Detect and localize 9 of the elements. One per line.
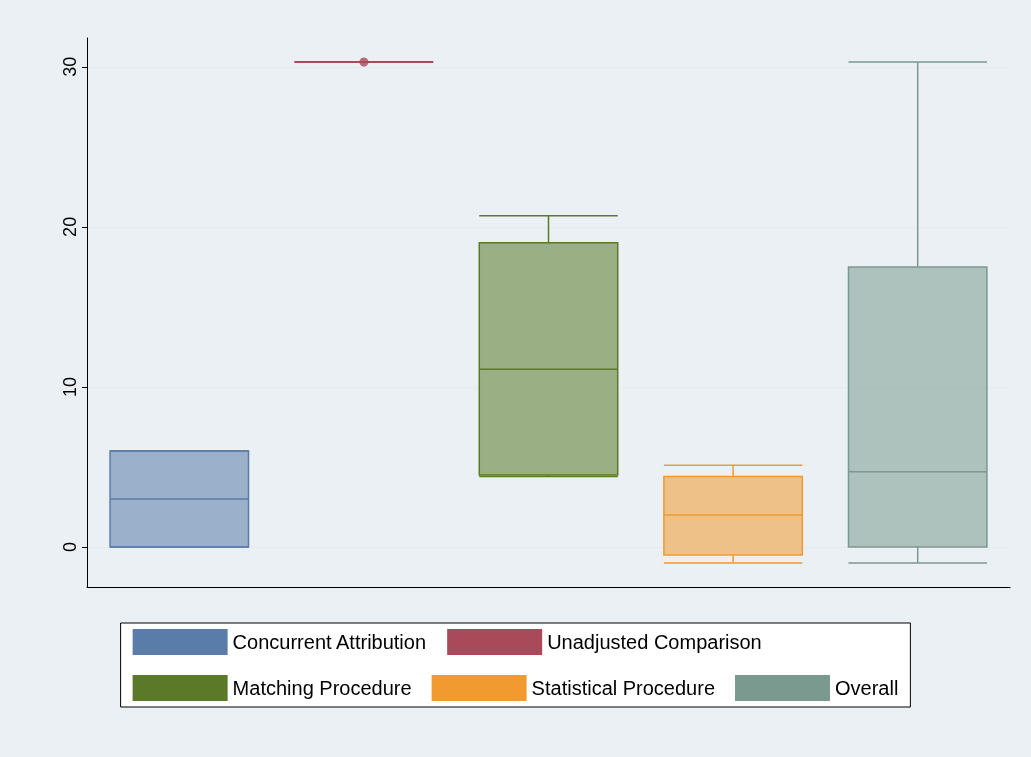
y-tick-label: 10 [60,376,80,397]
legend-label: Concurrent Attribution [232,631,427,653]
legend-label: Statistical Procedure [531,677,716,699]
y-tick-label: 20 [60,216,80,237]
legend-label: Overall [835,677,899,699]
y-tick-label: 30 [60,56,80,77]
y-tick-label: 0 [60,541,80,552]
legend-label: Matching Procedure [232,677,412,699]
legend-label: Unadjusted Comparison [547,631,762,653]
